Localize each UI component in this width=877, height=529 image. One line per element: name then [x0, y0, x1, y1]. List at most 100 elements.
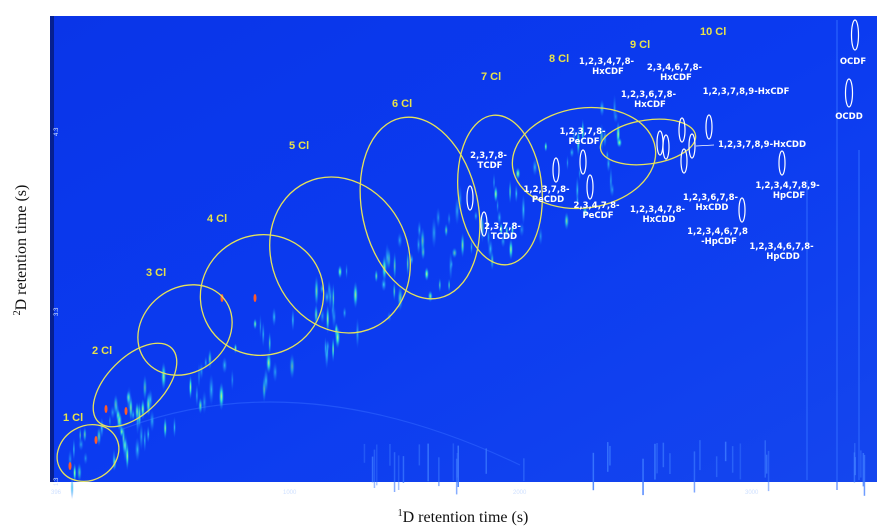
- peak-core: [253, 294, 257, 302]
- column-streak: [836, 20, 838, 490]
- peak-streak: [337, 264, 343, 279]
- peak-core: [94, 436, 98, 444]
- baseline-streak: [389, 444, 391, 466]
- peak-streak: [515, 167, 521, 180]
- peak-streak: [146, 425, 150, 444]
- peak-streak: [569, 147, 575, 158]
- peak-streak: [448, 251, 453, 282]
- label-5cl: 5 Cl: [289, 140, 309, 152]
- y-tick-1: 3.3: [54, 307, 60, 316]
- baseline-streak: [523, 458, 525, 482]
- baseline-streak: [609, 445, 611, 466]
- peak-streak: [72, 438, 76, 461]
- peak-streak: [142, 374, 148, 401]
- peak-core: [124, 407, 128, 415]
- peak-streak: [335, 326, 341, 349]
- peak-streak: [451, 247, 458, 259]
- baseline-streak: [393, 452, 396, 492]
- peak-streak: [576, 126, 581, 158]
- peak-streak: [417, 220, 422, 240]
- peak-streak: [532, 158, 538, 176]
- ellipse-1cl: [56, 424, 120, 482]
- peak-streak: [384, 243, 390, 272]
- peak-streak: [460, 232, 465, 258]
- peak-streak: [77, 462, 82, 482]
- ellipse-6cl: [359, 116, 481, 300]
- y-tick-labels: 1.3 3.3 4.3: [54, 127, 60, 486]
- peak-streak: [82, 426, 87, 443]
- leader-line-hxcdd-123789: [695, 144, 715, 147]
- peak-streak: [207, 349, 212, 370]
- peak-streak: [355, 317, 360, 349]
- baseline-streak: [860, 450, 862, 478]
- marker-hxcdd-123478: [680, 148, 688, 174]
- marker-hxcdf-123678: [662, 134, 670, 160]
- baseline-streak: [455, 458, 458, 495]
- peak-streak: [253, 318, 257, 330]
- peak-streak: [233, 343, 238, 354]
- peak-streak: [208, 373, 214, 406]
- peak-streak: [188, 374, 193, 400]
- baseline-streak: [693, 451, 696, 493]
- ellipse-4cl: [199, 233, 325, 357]
- marker-tcdd-2378: [480, 211, 488, 237]
- ellipse-7cl: [457, 114, 543, 266]
- peak-streak: [139, 422, 144, 451]
- compound-label-7-tcdf-2378: 2,3,7,8- TCDF: [470, 151, 510, 171]
- peak-streak: [499, 222, 503, 237]
- peak-streak: [397, 232, 403, 249]
- peak-streak: [505, 224, 509, 239]
- baseline-streak: [656, 443, 658, 474]
- label-3cl: 3 Cl: [146, 267, 166, 279]
- baseline-streak: [765, 454, 768, 474]
- peak-streak: [393, 251, 397, 281]
- baseline-streak: [592, 452, 595, 491]
- compound-label-15-tcdd-2378: 2,3,7,8- TCDD: [484, 222, 524, 242]
- peak-streak: [572, 126, 576, 146]
- peak-streak: [143, 427, 147, 453]
- peak-streak: [128, 394, 133, 422]
- peak-streak: [374, 269, 379, 283]
- peak-streak: [508, 179, 512, 204]
- peak-streak: [521, 194, 526, 226]
- baseline-streak: [402, 456, 405, 483]
- peak-streak: [616, 137, 623, 148]
- compound-markers: [466, 19, 860, 237]
- baseline-streak: [485, 448, 487, 474]
- peak-streak: [566, 155, 569, 171]
- label-10cl: 10 Cl: [700, 26, 726, 38]
- peak-streak: [230, 368, 234, 391]
- peak-streak: [438, 277, 442, 293]
- marker-hxcdd-123789: [688, 133, 696, 159]
- marker-tcdf-2378: [466, 185, 474, 211]
- marker-ocdd: [844, 78, 854, 108]
- peak-streak: [99, 417, 104, 439]
- peak-streak: [291, 308, 295, 332]
- y-tick-2: 4.3: [54, 127, 60, 136]
- peak-streak: [108, 414, 112, 428]
- peak-streak: [392, 281, 396, 301]
- baseline-streak: [862, 453, 865, 487]
- compound-label-2-hxcdf-234678: 2,3,4,6,7,8- HxCDF: [647, 63, 705, 83]
- baseline-streak: [654, 443, 656, 480]
- label-1cl: 1 Cl: [63, 412, 83, 424]
- y-tick-0: 1.3: [54, 477, 60, 486]
- column-bleed-curve: [119, 401, 521, 466]
- peak-streak: [135, 401, 140, 422]
- x-tick-0: 396: [51, 490, 62, 496]
- marker-ocdf: [850, 19, 860, 51]
- peak-streak: [564, 211, 570, 231]
- peak-streak: [353, 281, 358, 309]
- column-streak: [858, 150, 860, 480]
- peak-streak: [199, 361, 204, 380]
- x-tick-3: 3000: [745, 490, 759, 496]
- peak-streak: [266, 351, 272, 375]
- compound-label-11-hxcdd-123678: 1,2,3,6,7,8- HxCDD: [683, 193, 741, 213]
- compound-label-12-hpcdf-1234789: 1,2,3,4,7,8,9- HpCDF: [755, 181, 822, 201]
- peak-streak: [201, 390, 207, 415]
- marker-hxcdf-123789: [705, 114, 713, 140]
- peak-streak: [272, 307, 277, 327]
- peak-streak: [328, 283, 333, 311]
- peak-streak: [263, 367, 269, 394]
